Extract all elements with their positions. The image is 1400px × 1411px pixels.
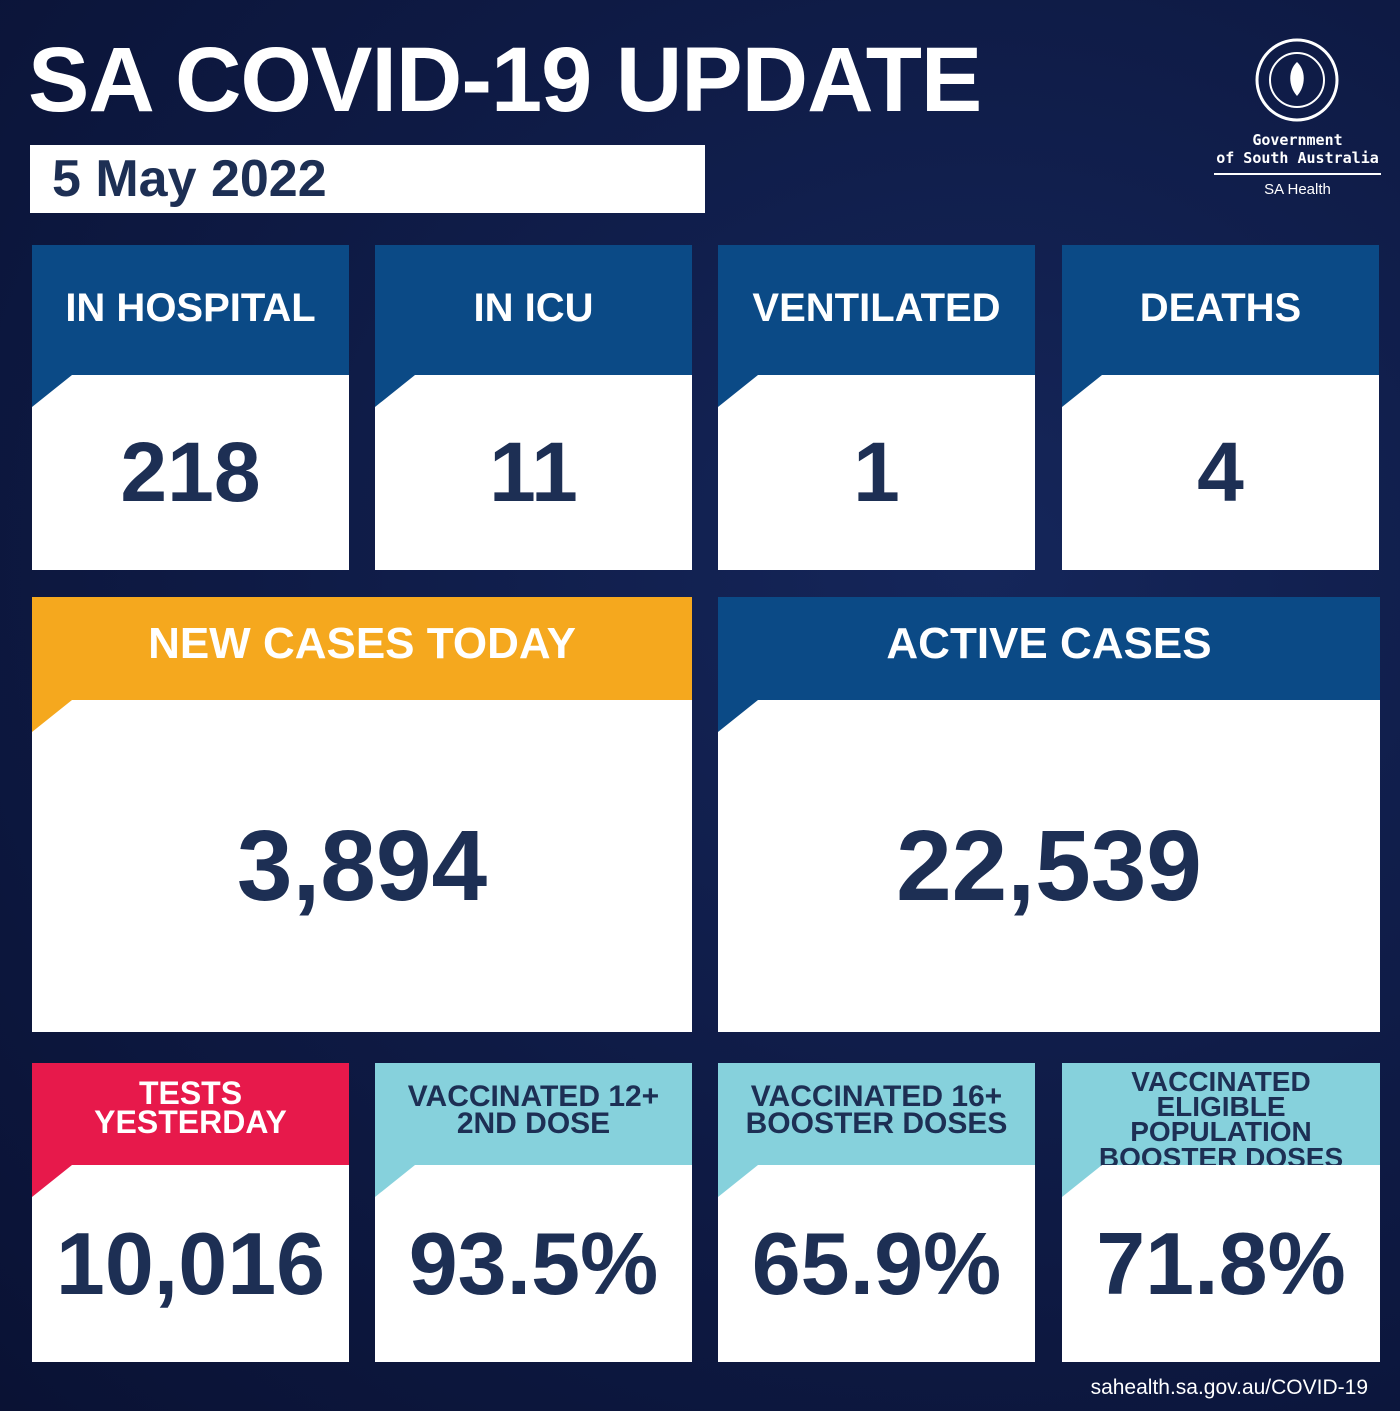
- stat-card: TESTS YESTERDAY 10,016: [32, 1063, 349, 1362]
- card-body: 4: [1062, 375, 1379, 570]
- footer-url: sahealth.sa.gov.au/COVID-19: [1090, 1376, 1368, 1399]
- card-label: IN HOSPITAL: [65, 286, 316, 330]
- stat-card: IN HOSPITAL 218: [32, 245, 349, 570]
- stat-card: ACTIVE CASES 22,539: [718, 597, 1380, 1032]
- card-body: 93.5%: [375, 1165, 692, 1362]
- title: SA COVID-19 UPDATE: [28, 29, 982, 131]
- logo: Government of South Australia SA Health: [1210, 38, 1385, 208]
- card-body: 71.8%: [1062, 1165, 1380, 1362]
- date-box: 5 May 2022: [30, 145, 705, 213]
- card-label: ELIGIBLE POPULATION: [1130, 1091, 1312, 1148]
- stat-card: VACCINATED 16+ BOOSTER DOSES 65.9%: [718, 1063, 1035, 1362]
- card-label: ACTIVE CASES: [886, 619, 1212, 668]
- date: 5 May 2022: [52, 150, 327, 208]
- card-value: 22,539: [896, 809, 1202, 922]
- stat-card: NEW CASES TODAY 3,894: [32, 597, 692, 1032]
- card-body: 1: [718, 375, 1035, 570]
- card-body: 11: [375, 375, 692, 570]
- card-value: 71.8%: [1096, 1213, 1346, 1313]
- card-value: 10,016: [55, 1213, 326, 1313]
- card-body: 10,016: [32, 1165, 349, 1362]
- stat-card: IN ICU 11: [375, 245, 692, 570]
- org-line: of South Australia: [1216, 149, 1379, 167]
- card-label: IN ICU: [473, 286, 594, 330]
- card-label: VACCINATED: [1131, 1066, 1311, 1097]
- card-value: 65.9%: [751, 1213, 1002, 1313]
- stat-card: VACCINATED 12+ 2ND DOSE 93.5%: [375, 1063, 692, 1362]
- stat-card: VACCINATED ELIGIBLE POPULATION BOOSTER DOS…: [1062, 1063, 1380, 1362]
- card-value: 218: [120, 425, 261, 519]
- card-body: 65.9%: [718, 1165, 1035, 1362]
- card-body: 218: [32, 375, 349, 570]
- card-label: TESTS: [138, 1075, 243, 1111]
- stat-card: DEATHS 4: [1062, 245, 1379, 570]
- card-label: DEATHS: [1139, 286, 1302, 330]
- card-value: 3,894: [236, 809, 488, 922]
- card-label: NEW CASES TODAY: [148, 619, 576, 668]
- department: SA Health: [1264, 181, 1331, 198]
- card-value: 11: [489, 425, 578, 519]
- card-body: 3,894: [32, 700, 692, 1032]
- stat-card: VENTILATED 1: [718, 245, 1035, 570]
- org-line: Government: [1252, 131, 1343, 149]
- card-label: YESTERDAY: [94, 1103, 287, 1140]
- card-value: 93.5%: [408, 1213, 659, 1313]
- card-value: 4: [1197, 425, 1244, 519]
- card-label: 2ND DOSE: [456, 1107, 611, 1140]
- card-label: VENTILATED: [752, 286, 1001, 330]
- card-label: BOOSTER DOSES: [745, 1107, 1008, 1140]
- card-label: VACCINATED 16+: [750, 1080, 1003, 1113]
- card-body: 22,539: [718, 700, 1380, 1032]
- card-value: 1: [853, 425, 900, 519]
- card-label: VACCINATED 12+: [407, 1080, 660, 1113]
- seal: [1255, 38, 1339, 122]
